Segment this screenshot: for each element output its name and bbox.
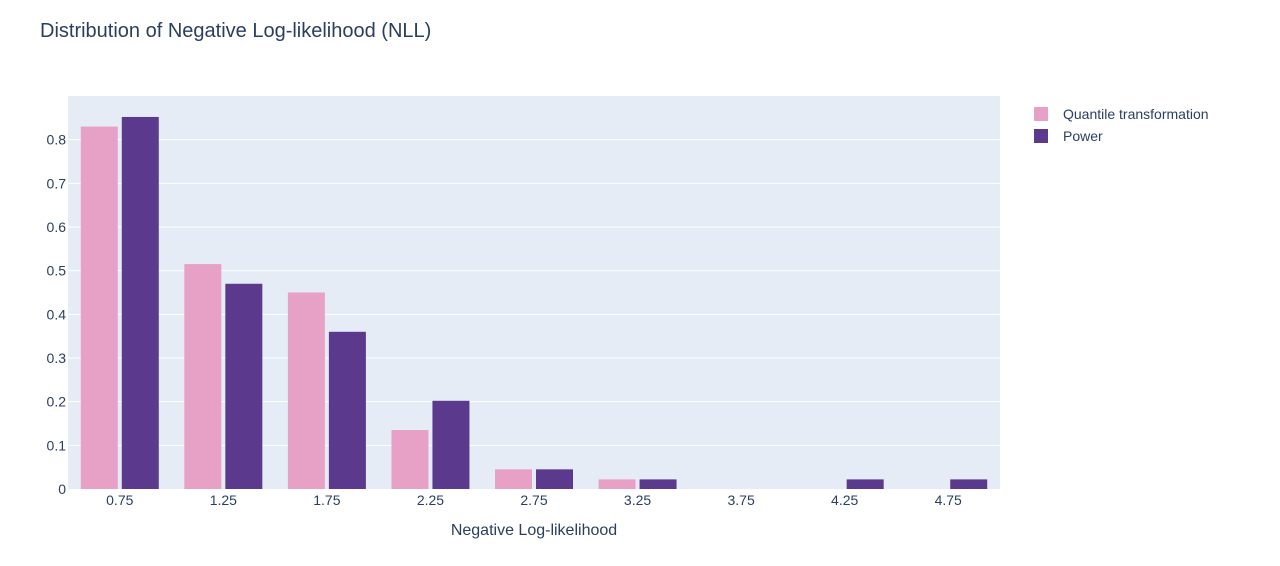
bar-quantile-transformation-1.75[interactable] — [287, 292, 325, 490]
y-tick-label: 0.4 — [47, 306, 67, 322]
x-tick-label: 4.75 — [935, 492, 962, 508]
bar-quantile-transformation-2.75[interactable] — [495, 469, 532, 489]
legend-item-power[interactable]: Power — [1034, 125, 1209, 147]
bar-power-2.75[interactable] — [536, 469, 573, 489]
gridlines — [68, 139, 1000, 446]
x-tick-label: 2.25 — [417, 492, 444, 508]
legend-item-quantile-transformation[interactable]: Quantile transformation — [1034, 103, 1209, 125]
y-axis-ticks: 0 0.1 0.2 0.3 0.4 0.5 0.6 0.7 0.8 — [47, 132, 67, 497]
legend-swatch-quantile-transformation — [1034, 107, 1048, 121]
legend: Quantile transformation Power — [1034, 103, 1209, 147]
y-tick-label: 0.1 — [47, 437, 67, 453]
y-tick-label: 0.3 — [47, 350, 67, 366]
plot-background — [68, 96, 1000, 489]
bar-quantile-transformation-0.75[interactable] — [80, 126, 118, 490]
y-tick-label: 0.2 — [47, 394, 67, 410]
legend-label: Power — [1063, 128, 1103, 144]
bar-power-3.25[interactable] — [639, 479, 677, 489]
x-tick-label: 3.75 — [727, 492, 754, 508]
bar-quantile-transformation-3.25[interactable] — [598, 479, 636, 489]
bar-quantile-transformation-1.25[interactable] — [184, 264, 222, 489]
bar-power-1.25[interactable] — [225, 283, 263, 489]
legend-swatch-power — [1034, 129, 1048, 143]
x-tick-label: 4.25 — [831, 492, 858, 508]
legend-label: Quantile transformation — [1063, 106, 1209, 122]
bars — [80, 116, 988, 490]
y-tick-label: 0.5 — [47, 263, 67, 279]
bar-power-4.75[interactable] — [950, 479, 988, 489]
y-tick-label: 0.6 — [47, 219, 67, 235]
x-tick-label: 3.25 — [624, 492, 651, 508]
x-axis-ticks: 0.75 1.25 1.75 2.25 2.75 3.25 3.75 4.25 4.75 — [106, 492, 962, 508]
x-tick-label: 2.75 — [520, 492, 547, 508]
x-tick-label: 1.75 — [313, 492, 340, 508]
x-tick-label: 0.75 — [106, 492, 133, 508]
bar-power-1.75[interactable] — [328, 331, 366, 489]
y-tick-label: 0 — [58, 481, 66, 497]
chart-title: Distribution of Negative Log-likelihood … — [40, 20, 432, 42]
bar-quantile-transformation-2.25[interactable] — [391, 430, 429, 489]
bar-power-2.25[interactable] — [432, 400, 470, 489]
bar-power-4.25[interactable] — [846, 479, 884, 489]
y-tick-label: 0.7 — [47, 175, 67, 191]
x-tick-label: 1.25 — [210, 492, 237, 508]
x-axis-title: Negative Log-likelihood — [451, 522, 617, 539]
bar-power-0.75[interactable] — [121, 116, 159, 490]
y-tick-label: 0.8 — [47, 132, 67, 148]
